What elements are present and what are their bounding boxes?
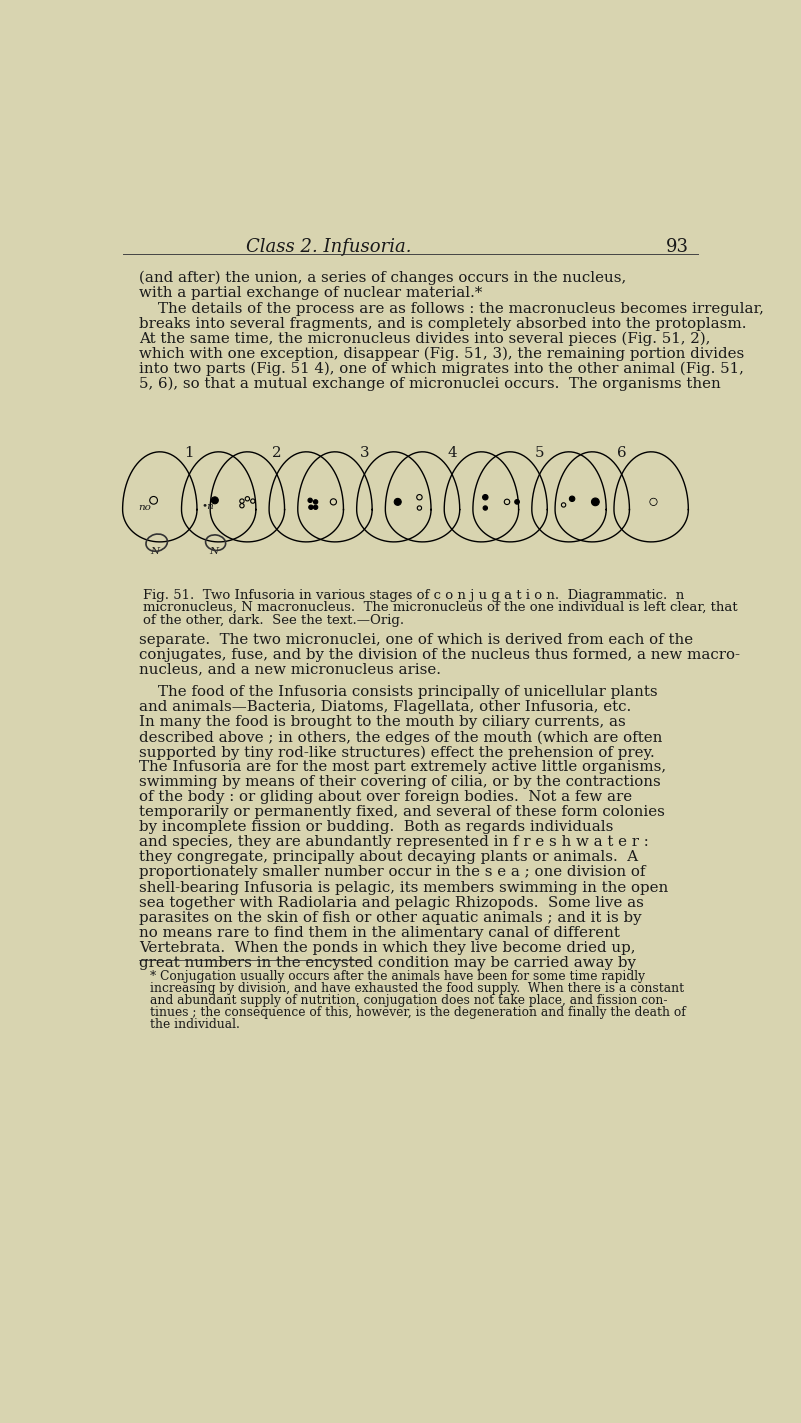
Text: separate.  The two micronuclei, one of which is derived from each of the: separate. The two micronuclei, one of wh… [139, 633, 693, 647]
Circle shape [570, 497, 575, 501]
Text: •n: •n [202, 502, 214, 511]
Text: sea together with Radiolaria and pelagic Rhizopods.  Some live as: sea together with Radiolaria and pelagic… [139, 895, 644, 909]
Circle shape [515, 499, 519, 504]
Text: swimming by means of their covering of cilia, or by the contractions: swimming by means of their covering of c… [139, 776, 661, 790]
Text: with a partial exchange of nuclear material.*: with a partial exchange of nuclear mater… [139, 286, 482, 300]
Text: conjugates, fuse, and by the division of the nucleus thus formed, a new macro-: conjugates, fuse, and by the division of… [139, 647, 740, 662]
Text: into two parts (Fig. 51 4), one of which migrates into the other animal (Fig. 51: into two parts (Fig. 51 4), one of which… [139, 361, 744, 376]
Circle shape [313, 499, 318, 504]
Text: increasing by division, and have exhausted the food supply.  When there is a con: increasing by division, and have exhaust… [151, 982, 685, 995]
Text: no means rare to find them in the alimentary canal of different: no means rare to find them in the alimen… [139, 925, 620, 939]
Text: tinues ; the consequence of this, however, is the degeneration and finally the d: tinues ; the consequence of this, howeve… [151, 1006, 686, 1019]
Text: 93: 93 [666, 238, 689, 256]
Text: temporarily or permanently fixed, and several of these form colonies: temporarily or permanently fixed, and se… [139, 805, 665, 820]
Text: great numbers in the encysted condition may be carried away by: great numbers in the encysted condition … [139, 956, 636, 969]
Text: The details of the process are as follows : the macronucleus becomes irregular,: The details of the process are as follow… [139, 302, 763, 316]
Text: and abundant supply of nutrition, conjugation does not take place, and fission c: and abundant supply of nutrition, conjug… [151, 993, 668, 1007]
Text: 4: 4 [447, 447, 457, 461]
Text: 5, 6), so that a mutual exchange of micronuclei occurs.  The organisms then: 5, 6), so that a mutual exchange of micr… [139, 377, 721, 391]
Circle shape [313, 505, 318, 509]
Circle shape [482, 495, 488, 499]
Text: they congregate, principally about decaying plants or animals.  A: they congregate, principally about decay… [139, 851, 638, 865]
Circle shape [591, 498, 599, 505]
Text: The food of the Infusoria consists principally of unicellular plants: The food of the Infusoria consists princ… [139, 686, 658, 699]
Text: the individual.: the individual. [151, 1017, 240, 1030]
Circle shape [650, 499, 656, 505]
Text: described above ; in others, the edges of the mouth (which are often: described above ; in others, the edges o… [139, 730, 662, 744]
Text: which with one exception, disappear (Fig. 51, 3), the remaining portion divides: which with one exception, disappear (Fig… [139, 347, 744, 361]
Text: micronucleus, N macronucleus.  The micronucleus of the one individual is left cl: micronucleus, N macronucleus. The micron… [143, 601, 738, 615]
Text: Vertebrata.  When the ponds in which they live become dried up,: Vertebrata. When the ponds in which they… [139, 941, 635, 955]
Text: N: N [151, 546, 159, 555]
Text: and animals—Bacteria, Diatoms, Flagellata, other Infusoria, etc.: and animals—Bacteria, Diatoms, Flagellat… [139, 700, 631, 714]
Text: nucleus, and a new micronucleus arise.: nucleus, and a new micronucleus arise. [139, 663, 441, 677]
Text: At the same time, the micronucleus divides into several pieces (Fig. 51, 2),: At the same time, the micronucleus divid… [139, 332, 710, 346]
Text: of the body : or gliding about over foreign bodies.  Not a few are: of the body : or gliding about over fore… [139, 790, 632, 804]
Text: 5: 5 [535, 447, 545, 461]
Text: breaks into several fragments, and is completely absorbed into the protoplasm.: breaks into several fragments, and is co… [139, 317, 747, 330]
Text: supported by tiny rod-like structures) effect the prehension of prey.: supported by tiny rod-like structures) e… [139, 746, 654, 760]
Text: shell-bearing Infusoria is pelagic, its members swimming in the open: shell-bearing Infusoria is pelagic, its … [139, 881, 668, 895]
Text: no: no [138, 504, 151, 512]
Text: proportionately smaller number occur in the s e a ; one division of: proportionately smaller number occur in … [139, 865, 646, 879]
Text: Class 2. Infusoria.: Class 2. Infusoria. [246, 238, 412, 256]
Text: (and after) the union, a series of changes occurs in the nucleus,: (and after) the union, a series of chang… [139, 270, 626, 285]
Text: of the other, dark.  See the text.—Orig.: of the other, dark. See the text.—Orig. [143, 613, 404, 626]
Text: by incomplete fission or budding.  Both as regards individuals: by incomplete fission or budding. Both a… [139, 821, 614, 834]
Text: and species, they are abundantly represented in f r e s h w a t e r :: and species, they are abundantly represe… [139, 835, 649, 850]
Text: parasites on the skin of fish or other aquatic animals ; and it is by: parasites on the skin of fish or other a… [139, 911, 642, 925]
Text: 6: 6 [617, 447, 626, 461]
Text: Fig. 51.  Two Infusoria in various stages of c o n j u g a t i o n.  Diagrammati: Fig. 51. Two Infusoria in various stages… [143, 589, 684, 602]
Text: 3: 3 [360, 447, 369, 461]
Text: * Conjugation usually occurs after the animals have been for some time rapidly: * Conjugation usually occurs after the a… [151, 970, 646, 983]
Circle shape [308, 498, 312, 502]
Text: 2: 2 [272, 447, 282, 461]
Circle shape [308, 505, 313, 509]
Text: 1: 1 [184, 447, 194, 461]
Circle shape [483, 505, 488, 511]
Text: N: N [210, 546, 219, 555]
Text: The Infusoria are for the most part extremely active little organisms,: The Infusoria are for the most part extr… [139, 760, 666, 774]
Circle shape [211, 497, 219, 504]
Circle shape [394, 498, 401, 505]
Text: In many the food is brought to the mouth by ciliary currents, as: In many the food is brought to the mouth… [139, 716, 626, 730]
Circle shape [650, 498, 657, 505]
